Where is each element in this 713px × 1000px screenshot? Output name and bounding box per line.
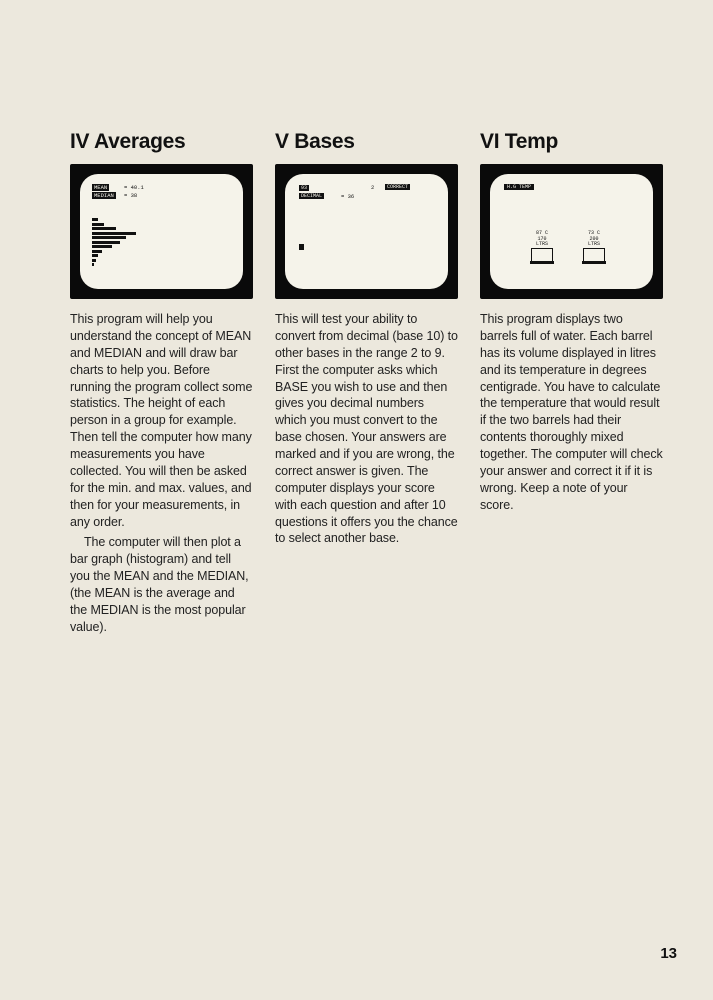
- heading-averages: IV Averages: [70, 130, 253, 154]
- crt-screen-bases: 93 2 CORRECT DECIMAL = 36: [285, 174, 448, 289]
- barrel1-icon: [531, 248, 553, 262]
- histogram-bar: [92, 250, 102, 253]
- column-averages: IV Averages MEAN = 40.1 MEDIAN = 38 This…: [70, 130, 253, 640]
- page-number: 13: [660, 945, 677, 962]
- barrel2-icon: [583, 248, 605, 262]
- histogram-bar: [92, 223, 104, 226]
- heading-temp: VI Temp: [480, 130, 663, 154]
- bases-line1-left: 93: [299, 185, 309, 191]
- barrel2-vol: 200 LTRS: [582, 237, 606, 247]
- crt-frame-temp: H.G TEMP 87 C 170 LTRS 73 C 200 LTRS: [480, 164, 663, 299]
- paragraph: This will test your ability to convert f…: [275, 311, 458, 547]
- column-layout: IV Averages MEAN = 40.1 MEDIAN = 38 This…: [70, 130, 663, 640]
- paragraph: The computer will then plot a bar graph …: [70, 534, 253, 635]
- column-bases: V Bases 93 2 CORRECT DECIMAL = 36 This w…: [275, 130, 458, 640]
- cursor-block: [299, 244, 304, 250]
- histogram-bar: [92, 245, 112, 248]
- crt-screen-averages: MEAN = 40.1 MEDIAN = 38: [80, 174, 243, 289]
- crt-frame-averages: MEAN = 40.1 MEDIAN = 38: [70, 164, 253, 299]
- paragraph: This program will help you understand th…: [70, 311, 253, 530]
- mean-value: = 40.1: [124, 184, 144, 191]
- body-temp: This program displays two barrels full o…: [480, 311, 663, 514]
- barrels-row: 87 C 170 LTRS 73 C 200 LTRS: [530, 230, 606, 262]
- crt-screen-temp: H.G TEMP 87 C 170 LTRS 73 C 200 LTRS: [490, 174, 653, 289]
- histogram-bar: [92, 236, 126, 239]
- median-label: MEDIAN: [92, 192, 116, 199]
- histogram-bar: [92, 227, 116, 230]
- histogram-bar: [92, 241, 120, 244]
- heading-bases: V Bases: [275, 130, 458, 154]
- histogram-bar: [92, 254, 98, 257]
- bases-decimal-label: DECIMAL: [299, 193, 324, 199]
- paragraph: This program displays two barrels full o…: [480, 311, 663, 514]
- barrel-2: 73 C 200 LTRS: [582, 230, 606, 262]
- mean-label: MEAN: [92, 184, 109, 191]
- histogram: [92, 218, 136, 268]
- bases-correct-label: CORRECT: [385, 184, 410, 190]
- manual-page: IV Averages MEAN = 40.1 MEDIAN = 38 This…: [0, 0, 713, 640]
- bases-decimal-value: = 36: [341, 193, 354, 200]
- histogram-bar: [92, 232, 136, 235]
- barrel1-vol: 170 LTRS: [530, 237, 554, 247]
- barrel-1: 87 C 170 LTRS: [530, 230, 554, 262]
- temp-title: H.G TEMP: [504, 184, 534, 190]
- column-temp: VI Temp H.G TEMP 87 C 170 LTRS 73 C 200 …: [480, 130, 663, 640]
- bases-line1-num: 2: [371, 184, 374, 191]
- histogram-bar: [92, 263, 94, 266]
- body-bases: This will test your ability to convert f…: [275, 311, 458, 547]
- body-averages: This program will help you understand th…: [70, 311, 253, 636]
- histogram-bar: [92, 259, 96, 262]
- histogram-bar: [92, 218, 98, 221]
- median-value: = 38: [124, 192, 137, 199]
- crt-frame-bases: 93 2 CORRECT DECIMAL = 36: [275, 164, 458, 299]
